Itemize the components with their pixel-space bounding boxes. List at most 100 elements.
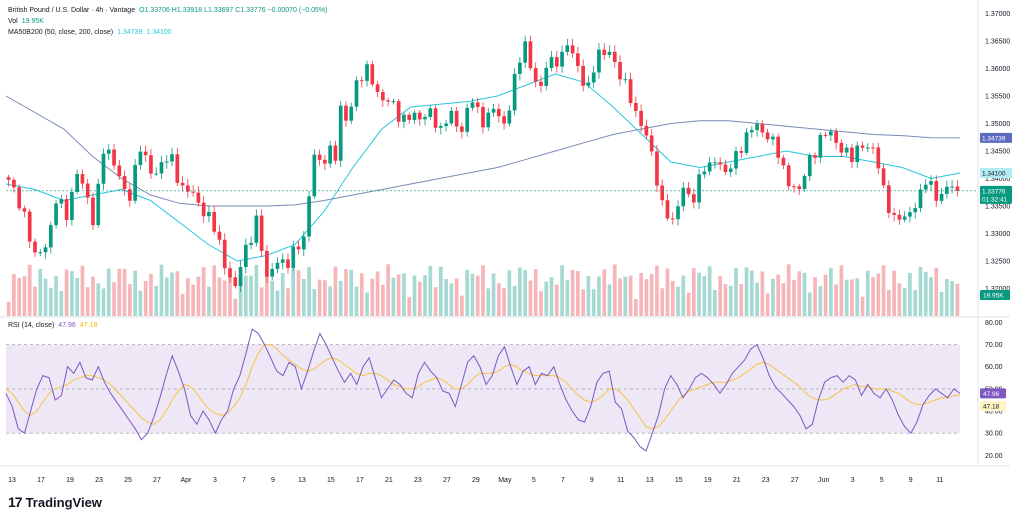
time-tick-label: 23 xyxy=(414,477,422,484)
volume-bar xyxy=(702,276,707,316)
rsi-line xyxy=(5,328,961,452)
candle-body xyxy=(686,187,691,195)
volume-bar xyxy=(85,287,90,316)
volume-bar xyxy=(138,290,143,316)
volume-bar xyxy=(228,276,232,316)
candle-body xyxy=(934,181,939,201)
candle-body xyxy=(576,53,580,66)
volume-bar xyxy=(191,284,195,316)
volume-bar xyxy=(460,295,464,316)
candle-body xyxy=(950,186,954,188)
time-tick-label: 27 xyxy=(791,477,799,484)
volume-bar xyxy=(117,268,122,316)
symbol-header: British Pound / U.S. Dollar · 4h · Vanta… xyxy=(8,6,327,15)
tradingview-logo-text: TradingView xyxy=(25,494,102,510)
last-price-tag-bg xyxy=(980,185,1012,204)
volume-bar xyxy=(70,271,74,316)
volume-bar xyxy=(560,265,564,316)
candle-body xyxy=(781,157,786,166)
volume-bar xyxy=(38,268,43,316)
ma-slow-price-tag: 1.34739 xyxy=(982,135,1006,142)
price-tick-label: 1.37000 xyxy=(985,11,1010,18)
volume-bar xyxy=(101,288,106,316)
volume-bar xyxy=(370,278,375,316)
volume-bar xyxy=(597,276,601,316)
volume-bar xyxy=(491,273,496,316)
volume-value: 19.95K xyxy=(21,18,44,25)
candle-body xyxy=(655,151,659,186)
candle-body xyxy=(881,168,886,186)
candle-body xyxy=(612,51,617,62)
candle-body xyxy=(560,51,564,67)
time-tick-label: 25 xyxy=(124,477,132,484)
candle-body xyxy=(222,239,227,269)
volume-bar xyxy=(354,286,359,316)
candle-body xyxy=(381,91,385,101)
volume-bar xyxy=(576,271,580,316)
volume-bar xyxy=(676,286,680,316)
ma-fast-price-tag: 1.34100 xyxy=(982,171,1006,178)
candle-body xyxy=(844,147,849,153)
volume-bar xyxy=(697,272,701,316)
volume-bar xyxy=(159,264,164,316)
candle-body xyxy=(170,154,174,162)
volume-bar xyxy=(423,275,427,316)
candle-body xyxy=(180,182,185,186)
rsi-label: RSI (14, close) xyxy=(8,322,55,329)
volume-bar xyxy=(892,270,896,316)
candle-body xyxy=(143,151,148,156)
volume-bar xyxy=(607,284,612,316)
candle-body xyxy=(275,262,280,269)
volume-tag-bg xyxy=(980,290,1010,300)
volume-bar xyxy=(412,275,417,316)
time-tick-label: 3 xyxy=(851,477,855,484)
time-tick-label: 19 xyxy=(704,477,712,484)
candle-body xyxy=(33,241,37,253)
candle-body xyxy=(860,145,865,148)
candle-body xyxy=(897,214,902,220)
volume-bar xyxy=(27,264,32,316)
volume-bar xyxy=(686,292,691,316)
volume-bar xyxy=(823,274,828,316)
time-tick-label: 29 xyxy=(472,477,480,484)
candle-body xyxy=(570,45,575,54)
volume-bar xyxy=(565,280,570,316)
volume-bar xyxy=(270,280,275,316)
price-tick-label: 1.36000 xyxy=(985,66,1010,73)
volume-bar xyxy=(544,281,549,316)
candle-body xyxy=(776,136,781,158)
candle-body xyxy=(54,203,58,226)
candle-body xyxy=(249,242,253,245)
tradingview-logo[interactable]: 17 TradingView xyxy=(8,494,102,510)
volume-bar xyxy=(612,264,617,316)
time-tick-label: Apr xyxy=(180,477,192,484)
candle-body xyxy=(185,185,190,192)
volume-bar xyxy=(396,274,401,316)
candle-body xyxy=(359,80,364,82)
time-tick-label: 23 xyxy=(762,477,770,484)
candle-body xyxy=(834,131,838,143)
candle-body xyxy=(918,189,923,209)
candle-body xyxy=(902,216,907,220)
time-tick-label: 19 xyxy=(66,477,74,484)
volume-bar xyxy=(881,265,886,316)
volume-bar xyxy=(265,270,269,316)
volume-bar xyxy=(106,268,111,316)
volume-bar xyxy=(444,278,448,316)
time-tick-label: 9 xyxy=(590,477,594,484)
candle-body xyxy=(829,131,833,136)
volume-tag: 19.95K xyxy=(983,293,1004,300)
ma-value-fast: 1.34100 xyxy=(146,29,172,36)
candle-body xyxy=(323,159,327,164)
volume-bar xyxy=(212,265,217,316)
candle-body xyxy=(528,41,533,69)
volume-bar xyxy=(217,277,222,316)
candle-body xyxy=(618,61,622,80)
time-tick-label: 3 xyxy=(213,477,217,484)
candle-body xyxy=(765,132,770,140)
candle-body xyxy=(533,68,538,82)
candle-body xyxy=(333,145,338,161)
candle-body xyxy=(908,212,912,217)
candle-body xyxy=(760,124,765,133)
